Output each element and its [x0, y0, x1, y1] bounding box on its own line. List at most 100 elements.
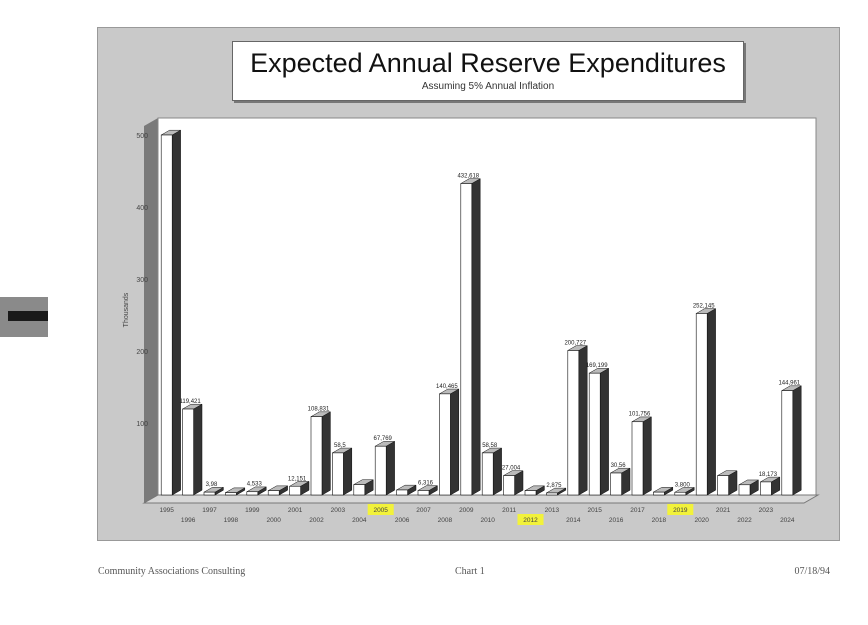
data-label: 101,756 [629, 412, 651, 418]
bar [374, 445, 387, 496]
data-label: 6,316 [418, 480, 434, 486]
category-label: 2015 [587, 507, 602, 514]
bar-side [321, 411, 331, 496]
data-label: 169,199 [586, 363, 608, 369]
category-label: 2011 [502, 507, 516, 514]
bar [332, 452, 344, 496]
bar [160, 134, 173, 496]
category-label: 1997 [202, 507, 217, 514]
category-highlight [667, 504, 694, 515]
category-label: 1999 [245, 507, 260, 514]
y-tick-label: 500 [136, 133, 148, 140]
data-label: 27,004 [502, 466, 521, 472]
category-label: 1995 [159, 507, 174, 514]
bar [717, 475, 729, 496]
category-label: 1996 [181, 517, 196, 524]
bar-side [792, 385, 802, 496]
bar-side [706, 308, 716, 496]
footer-chart-number: Chart 1 [455, 566, 485, 577]
y-axis-label: Thousands [123, 292, 130, 327]
category-label: 2018 [652, 517, 667, 524]
plot-floor [142, 494, 820, 504]
bar [781, 390, 794, 496]
bar [182, 408, 194, 496]
data-label: 58,58 [482, 443, 498, 449]
bar-side [492, 447, 502, 496]
bar-side [450, 388, 460, 496]
bar [524, 490, 537, 496]
category-label: 2004 [352, 517, 367, 524]
bar [246, 491, 259, 496]
bar [631, 421, 644, 496]
data-label: 2,875 [546, 483, 562, 489]
data-label: 200,727 [564, 340, 586, 346]
plot-left-wall [144, 118, 158, 503]
bar [289, 485, 301, 496]
y-tick-label: 200 [136, 349, 148, 356]
category-label: 2012 [523, 517, 538, 524]
category-highlight [367, 504, 394, 515]
category-label: 2000 [266, 517, 281, 524]
category-label: 2024 [780, 517, 795, 524]
data-label: 3,800 [675, 482, 691, 488]
category-label: 2021 [716, 507, 731, 514]
category-label: 2010 [480, 517, 495, 524]
data-label: 18,173 [759, 472, 778, 478]
data-label: 140,465 [436, 384, 458, 390]
bar [203, 491, 216, 496]
bar [396, 489, 408, 496]
data-label: 3,98 [206, 482, 218, 488]
category-label: 2016 [609, 517, 624, 524]
bar [674, 491, 687, 496]
bar-side [385, 440, 395, 496]
category-label: 2023 [759, 507, 774, 514]
bar-side [471, 178, 481, 496]
bar [588, 372, 601, 496]
bar [417, 490, 430, 496]
bar [267, 490, 280, 496]
category-label: 2003 [331, 507, 346, 514]
data-label: 30,56 [611, 463, 627, 469]
bar [695, 313, 708, 496]
category-label: 2017 [630, 507, 645, 514]
category-label: 1998 [224, 517, 239, 524]
category-label: 2013 [545, 507, 560, 514]
y-tick-label: 400 [136, 205, 148, 212]
bar [546, 492, 558, 496]
chart-subtitle: Assuming 5% Annual Inflation [421, 81, 555, 92]
data-label: 108,831 [308, 407, 330, 413]
bar [610, 472, 622, 496]
y-tick-label: 100 [136, 421, 148, 428]
category-label: 2022 [737, 517, 752, 524]
footer-company: Community Associations Consulting [98, 566, 246, 577]
data-label: 58,5 [334, 443, 346, 449]
bar [310, 416, 323, 496]
chart-title: Expected Annual Reserve Expenditures [250, 48, 726, 78]
bar-side [343, 447, 353, 496]
data-label: 12,151 [288, 476, 307, 482]
data-label: 4,533 [247, 482, 263, 488]
category-label: 2005 [373, 507, 388, 514]
category-label: 2009 [459, 507, 474, 514]
bar [738, 484, 751, 496]
data-label: 119,421 [179, 399, 201, 405]
data-label: 252,145 [693, 303, 715, 309]
bar-side [599, 367, 609, 496]
plot-back-wall [157, 117, 817, 496]
category-label: 2020 [694, 517, 709, 524]
bar-side [193, 403, 203, 496]
bar-side [171, 129, 181, 496]
bar [460, 183, 473, 496]
y-tick-label: 300 [136, 277, 148, 284]
category-label: 2001 [288, 507, 303, 514]
footer-date: 07/18/94 [794, 566, 830, 577]
bar [481, 452, 494, 496]
category-label: 2007 [416, 507, 431, 514]
bar [439, 393, 451, 496]
bar [567, 350, 580, 496]
data-label: 67,769 [374, 436, 393, 442]
chart-title-box: Expected Annual Reserve Expenditures Ass… [232, 41, 744, 101]
data-label: 432,618 [457, 174, 479, 180]
bar [503, 475, 515, 496]
